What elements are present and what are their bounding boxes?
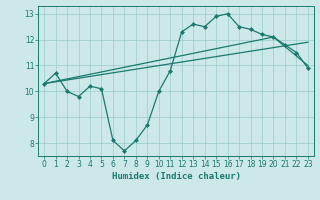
X-axis label: Humidex (Indice chaleur): Humidex (Indice chaleur) [111, 172, 241, 181]
